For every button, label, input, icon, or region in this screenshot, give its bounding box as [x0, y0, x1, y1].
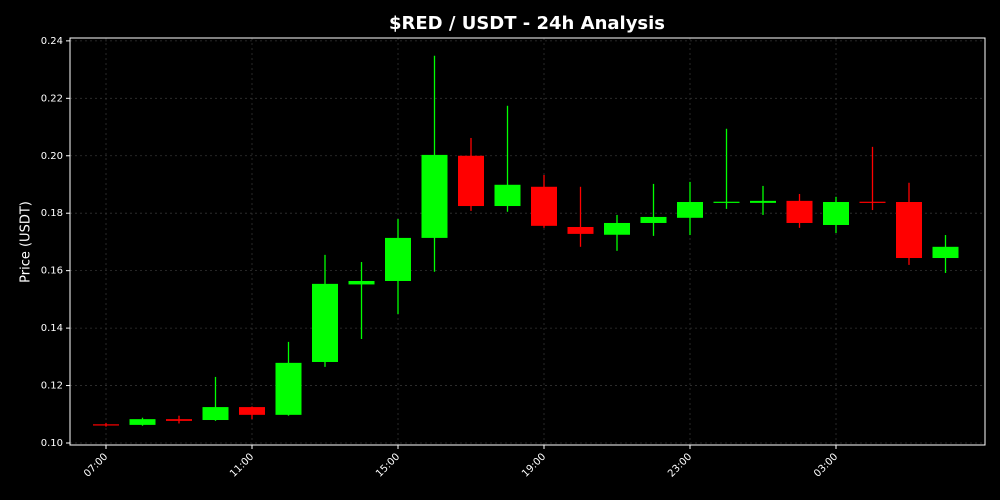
y-axis-label: Price (USDT) [19, 201, 34, 283]
candle-body [239, 407, 265, 415]
candle-body [348, 280, 375, 285]
candle-body [458, 155, 484, 207]
chart-title: $RED / USDT - 24h Analysis [389, 13, 665, 34]
y-tick-label: 0.20 [41, 151, 63, 162]
candle-body [129, 419, 156, 425]
candle-body [640, 216, 667, 223]
candle-body [93, 424, 119, 426]
candle-body [275, 362, 302, 415]
candle-body [531, 186, 557, 226]
candle-body [421, 154, 448, 238]
candle-body [567, 226, 594, 234]
y-tick-label: 0.10 [41, 438, 63, 449]
candle-body [677, 202, 703, 218]
candle-body [604, 222, 630, 235]
y-tick-label: 0.12 [41, 381, 63, 392]
candle-body [896, 202, 922, 259]
candle-body [750, 200, 776, 203]
candle-body [166, 419, 192, 421]
candle-body [202, 407, 229, 421]
y-tick-label: 0.16 [41, 266, 63, 277]
y-tick-label: 0.24 [41, 36, 63, 47]
candle-body [859, 201, 886, 203]
candle-body [385, 237, 411, 281]
plot-frame [69, 37, 986, 446]
y-tick-label: 0.22 [41, 93, 63, 104]
candle-body [823, 202, 849, 225]
candle-body [713, 201, 740, 203]
candle-body [494, 184, 521, 207]
y-tick-label: 0.18 [41, 208, 63, 219]
y-tick-label: 0.14 [41, 323, 63, 334]
candle-body [312, 283, 338, 362]
candle-body [786, 200, 813, 223]
candle-body [932, 246, 959, 259]
